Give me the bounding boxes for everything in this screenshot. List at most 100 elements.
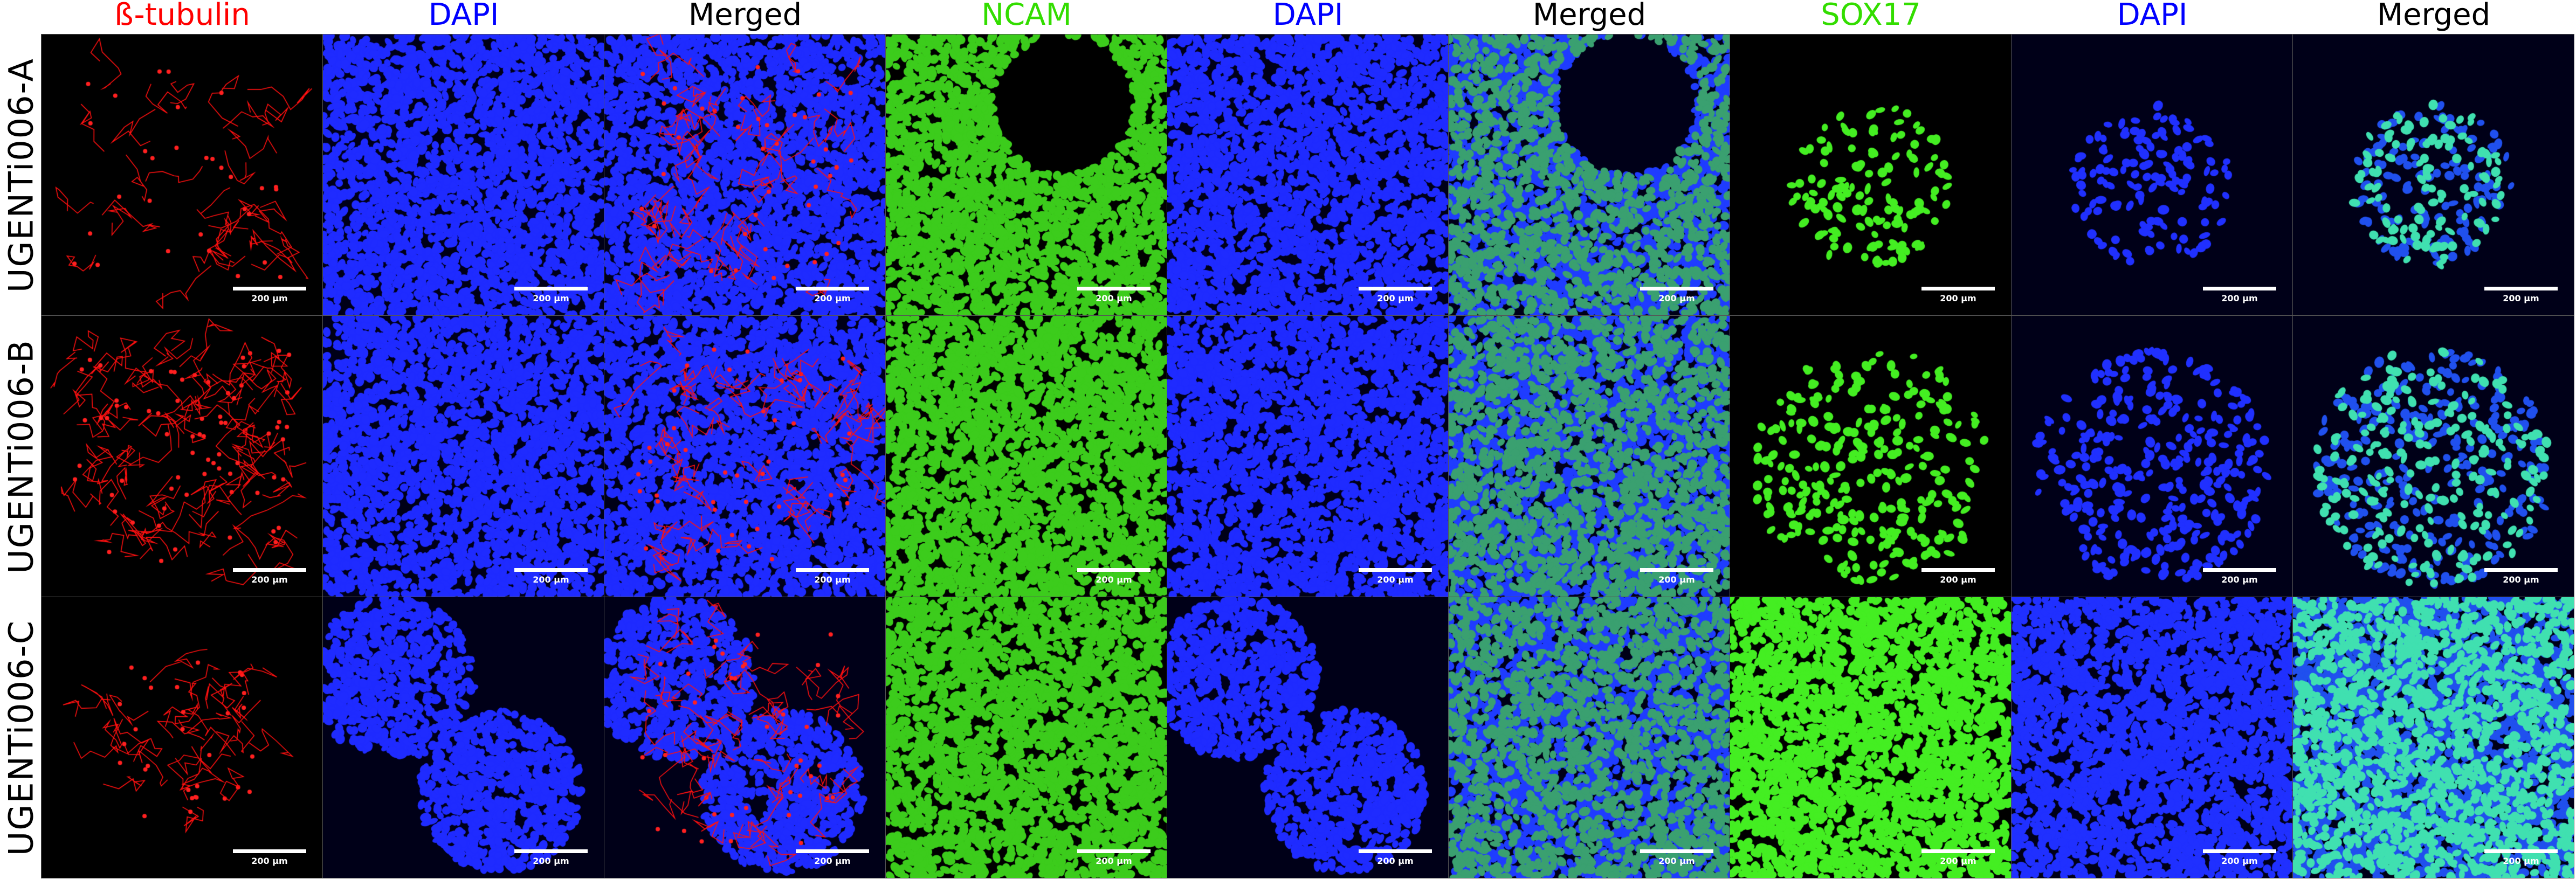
- column-header: NCAM: [981, 0, 1072, 32]
- scale-bar-label: 200 µm: [1940, 856, 1976, 866]
- column-header: DAPI: [2117, 0, 2188, 32]
- column-header: DAPI: [428, 0, 499, 32]
- micrograph-panel: 200 µm: [1167, 315, 1449, 597]
- micrograph-panel: 200 µm: [41, 315, 323, 597]
- scale-bar-label: 200 µm: [1658, 575, 1695, 585]
- micrograph-image: [42, 34, 322, 315]
- micrograph-image: [1449, 597, 1730, 878]
- scale-bar: 200 µm: [796, 849, 869, 866]
- micrograph-image: [1167, 34, 1448, 315]
- scale-bar: 200 µm: [2484, 568, 2558, 585]
- scale-bar-line: [2203, 287, 2276, 290]
- micrograph-image: [604, 34, 885, 315]
- scale-bar-label: 200 µm: [533, 293, 569, 303]
- scale-bar: 200 µm: [1640, 287, 1713, 303]
- scale-bar-label: 200 µm: [2221, 293, 2258, 303]
- scale-bar: 200 µm: [1921, 568, 1995, 585]
- column-header: ß-tubulin: [114, 0, 250, 32]
- micrograph-panel: 200 µm: [1730, 315, 2012, 597]
- micrograph-image: [1167, 316, 1448, 597]
- micrograph-image: [42, 316, 322, 597]
- scale-bar-line: [2203, 568, 2276, 572]
- scale-bar: 200 µm: [1077, 849, 1151, 866]
- micrograph-image: [2012, 597, 2292, 878]
- scale-bar-label: 200 µm: [1377, 575, 1414, 585]
- micrograph-image: [1730, 316, 2011, 597]
- column-header: Merged: [688, 0, 802, 32]
- scale-bar-label: 200 µm: [1377, 293, 1414, 303]
- micrograph-image: [886, 316, 1167, 597]
- micrograph-panel: 200 µm: [604, 597, 886, 878]
- row-label-text: UGENTi006-B: [1, 339, 40, 574]
- micrograph-image: [1167, 597, 1448, 878]
- scale-bar: 200 µm: [2484, 287, 2558, 303]
- micrograph-image: [323, 597, 604, 878]
- scale-bar-line: [1640, 568, 1713, 572]
- scale-bar-line: [796, 849, 869, 853]
- scale-bar-label: 200 µm: [533, 575, 569, 585]
- micrograph-panel: 200 µm: [1167, 597, 1449, 878]
- scale-bar: 200 µm: [1359, 568, 1432, 585]
- scale-bar-line: [1077, 568, 1151, 572]
- scale-bar-line: [233, 568, 306, 572]
- micrograph-image: [323, 316, 604, 597]
- micrograph-image: [604, 597, 885, 878]
- micrograph-image: [604, 316, 885, 597]
- scale-bar-label: 200 µm: [251, 575, 288, 585]
- micrograph-image: [1730, 597, 2011, 878]
- scale-bar-label: 200 µm: [2503, 856, 2539, 866]
- scale-bar: 200 µm: [233, 568, 306, 585]
- scale-bar-line: [1921, 287, 1995, 290]
- scale-bar: 200 µm: [2484, 849, 2558, 866]
- micrograph-panel: 200 µm: [885, 597, 1167, 878]
- micrograph-panel: 200 µm: [1448, 597, 1730, 878]
- micrograph-panel: 200 µm: [2292, 315, 2574, 597]
- scale-bar-label: 200 µm: [2503, 575, 2539, 585]
- scale-bar-line: [1077, 287, 1151, 290]
- column-header: DAPI: [1272, 0, 1344, 32]
- scale-bar: 200 µm: [1077, 568, 1151, 585]
- scale-bar-label: 200 µm: [2503, 293, 2539, 303]
- row-label: UGENTi006-C: [0, 597, 42, 878]
- micrograph-panel: 200 µm: [2011, 315, 2293, 597]
- scale-bar-line: [2484, 849, 2558, 853]
- scale-bar-label: 200 µm: [1940, 293, 1976, 303]
- scale-bar-label: 200 µm: [533, 856, 569, 866]
- micrograph-panel: 200 µm: [885, 34, 1167, 316]
- micrograph-panel: 200 µm: [322, 597, 604, 878]
- scale-bar-label: 200 µm: [1658, 293, 1695, 303]
- micrograph-panel: 200 µm: [1730, 597, 2012, 878]
- micrograph-panel: 200 µm: [1730, 34, 2012, 316]
- micrograph-panel: 200 µm: [41, 34, 323, 316]
- micrograph-panel: 200 µm: [322, 315, 604, 597]
- scale-bar: 200 µm: [514, 287, 588, 303]
- scale-bar-label: 200 µm: [1096, 293, 1132, 303]
- scale-bar-line: [233, 287, 306, 290]
- micrograph-panel: 200 µm: [604, 315, 886, 597]
- scale-bar: 200 µm: [233, 287, 306, 303]
- micrograph-panel: 200 µm: [2011, 34, 2293, 316]
- micrograph-panel: 200 µm: [1448, 34, 1730, 316]
- scale-bar-line: [2484, 568, 2558, 572]
- row-label: UGENTi006-B: [0, 316, 42, 597]
- scale-bar-label: 200 µm: [251, 293, 288, 303]
- column-header: Merged: [1532, 0, 1647, 32]
- scale-bar-line: [514, 568, 588, 572]
- micrograph-panel: 200 µm: [885, 315, 1167, 597]
- scale-bar-line: [1359, 849, 1432, 853]
- scale-bar: 200 µm: [1077, 287, 1151, 303]
- row-label: UGENTi006-A: [0, 34, 42, 316]
- scale-bar-label: 200 µm: [814, 575, 851, 585]
- micrograph-image: [2293, 34, 2574, 315]
- micrograph-image: [1449, 316, 1730, 597]
- scale-bar: 200 µm: [233, 849, 306, 866]
- scale-bar-label: 200 µm: [814, 293, 851, 303]
- scale-bar-label: 200 µm: [1377, 856, 1414, 866]
- scale-bar: 200 µm: [2203, 849, 2276, 866]
- micrograph-panel: 200 µm: [1448, 315, 1730, 597]
- micrograph-panel: 200 µm: [604, 34, 886, 316]
- scale-bar: 200 µm: [1921, 849, 1995, 866]
- scale-bar-line: [1921, 568, 1995, 572]
- scale-bar-line: [796, 287, 869, 290]
- column-header: Merged: [2377, 0, 2491, 32]
